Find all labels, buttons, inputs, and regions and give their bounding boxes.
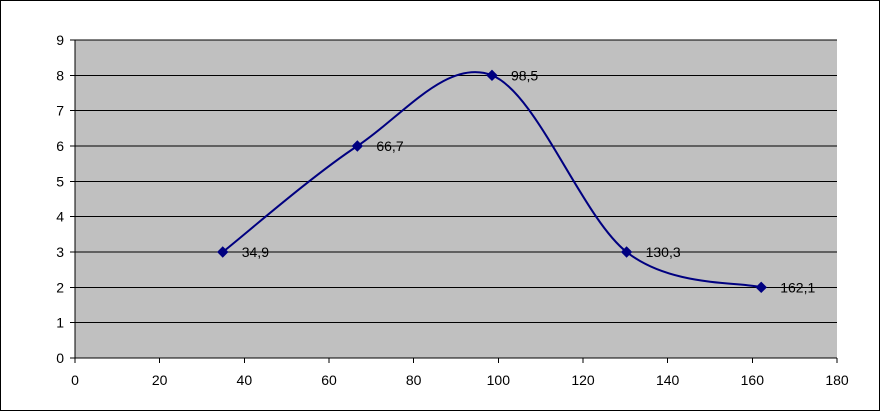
y-tick-label: 6 xyxy=(56,138,64,154)
x-tick-label: 0 xyxy=(71,372,79,388)
data-label: 162,1 xyxy=(780,279,815,295)
data-label: 98,5 xyxy=(511,67,538,83)
x-tick-label: 60 xyxy=(321,372,337,388)
y-axis-tick-labels: 0 1 2 3 4 5 6 7 8 9 xyxy=(56,32,75,366)
y-tick-label: 5 xyxy=(56,173,64,189)
data-point-marker xyxy=(217,246,229,258)
data-labels: 34,9 66,7 98,5 130,3 162,1 xyxy=(242,67,816,295)
data-point-marker xyxy=(351,140,364,152)
x-tick-label: 100 xyxy=(487,372,511,388)
data-label: 34,9 xyxy=(242,244,269,260)
y-tick-label: 8 xyxy=(56,67,64,83)
x-tick-label: 180 xyxy=(825,372,849,388)
data-markers xyxy=(217,69,767,294)
y-tick-label: 0 xyxy=(56,350,64,366)
data-label: 130,3 xyxy=(646,244,681,260)
y-tick-label: 3 xyxy=(56,244,64,260)
data-point-marker xyxy=(755,281,767,294)
data-label: 66,7 xyxy=(376,138,403,154)
gridlines xyxy=(75,39,837,324)
x-tick-label: 40 xyxy=(237,372,253,388)
x-tick-label: 20 xyxy=(152,372,168,388)
axes xyxy=(74,40,837,359)
data-point-marker xyxy=(486,69,498,82)
y-tick-label: 9 xyxy=(56,32,64,48)
x-tick-label: 140 xyxy=(656,372,680,388)
x-tick-label: 80 xyxy=(406,372,422,388)
x-tick-label: 120 xyxy=(571,372,595,388)
y-tick-label: 7 xyxy=(56,103,64,119)
y-tick-label: 4 xyxy=(56,209,64,225)
data-point-marker xyxy=(620,246,633,258)
plot-area xyxy=(75,40,837,358)
y-tick-label: 2 xyxy=(56,279,64,295)
x-axis-tick-labels: 0 20 40 60 80 100 120 140 160 180 xyxy=(71,358,849,388)
x-tick-label: 160 xyxy=(741,372,765,388)
y-tick-label: 1 xyxy=(56,315,64,331)
